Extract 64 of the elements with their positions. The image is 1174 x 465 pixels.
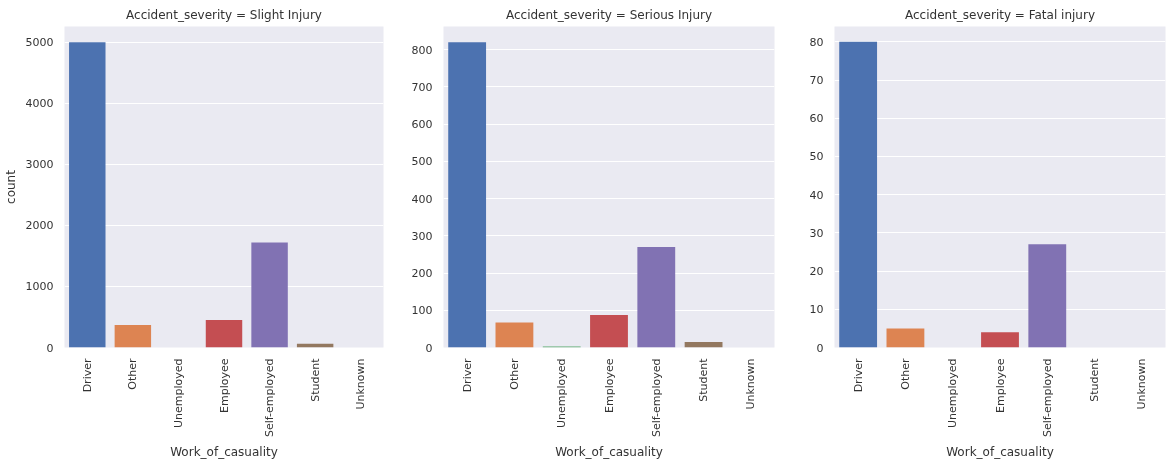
- x-tick-label: Self-employed: [649, 358, 663, 438]
- bar: [886, 328, 925, 348]
- y-tick-label: 50: [809, 150, 824, 164]
- x-tick-label: Student: [697, 357, 711, 402]
- y-tick-label: 40: [809, 188, 824, 202]
- y-tick-label: 0: [816, 341, 824, 355]
- x-tick-label: Employee: [217, 358, 231, 413]
- x-tick-label: Driver: [851, 358, 865, 393]
- x-tick-label: Unknown: [744, 358, 758, 410]
- bar: [981, 332, 1019, 348]
- y-tick-label: 300: [411, 229, 433, 243]
- bar: [495, 322, 534, 348]
- x-tick-label: Student: [1088, 357, 1102, 402]
- chart-title: Accident_severity = Slight Injury: [126, 7, 322, 22]
- x-axis-title: Work_of_casuality: [170, 445, 278, 460]
- y-tick-label: 1000: [25, 280, 54, 294]
- x-tick-label: Driver: [80, 358, 94, 393]
- chart-title: Accident_severity = Fatal injury: [905, 7, 1095, 22]
- x-axis-title: Work_of_casuality: [946, 445, 1054, 460]
- x-tick-label: Unknown: [1135, 358, 1149, 410]
- x-tick-label: Unemployed: [555, 358, 569, 429]
- bar: [839, 41, 878, 348]
- y-tick-label: 70: [809, 74, 824, 87]
- bar: [637, 246, 676, 348]
- bar: [1028, 244, 1067, 348]
- y-tick-label: 600: [411, 118, 433, 132]
- x-tick-label: Unemployed: [946, 358, 960, 429]
- x-tick-label: Student: [308, 357, 322, 402]
- x-tick-label: Self-employed: [1040, 358, 1054, 438]
- x-tick-label: Other: [507, 358, 521, 390]
- bar: [205, 320, 243, 348]
- x-axis-title: Work_of_casuality: [555, 445, 663, 460]
- y-tick-label: 0: [46, 341, 54, 355]
- y-tick-label: 0: [425, 341, 433, 355]
- bar: [69, 42, 106, 348]
- x-tick-label: Self-employed: [263, 358, 277, 438]
- y-tick-label: 700: [411, 80, 433, 94]
- y-tick-label: 3000: [25, 158, 54, 172]
- y-tick-label: 400: [411, 192, 433, 206]
- y-tick-label: 5000: [25, 36, 54, 50]
- x-tick-label: Employee: [993, 358, 1007, 413]
- bar: [590, 315, 628, 348]
- y-tick-label: 60: [809, 112, 824, 126]
- y-tick-label: 200: [411, 267, 433, 281]
- x-tick-label: Other: [126, 358, 140, 390]
- bar: [251, 242, 288, 348]
- x-tick-label: Unemployed: [171, 358, 185, 429]
- y-tick-label: 2000: [25, 219, 54, 233]
- x-tick-label: Other: [898, 358, 912, 390]
- x-tick-label: Employee: [602, 358, 616, 413]
- y-tick-label: 800: [411, 43, 433, 57]
- y-tick-label: 20: [809, 265, 824, 279]
- y-tick-label: 100: [411, 304, 433, 318]
- chart-title: Accident_severity = Serious Injury: [505, 7, 713, 22]
- y-axis-title: count: [3, 169, 18, 204]
- bar: [448, 42, 487, 348]
- y-tick-label: 10: [809, 303, 824, 317]
- y-tick-label: 4000: [25, 97, 54, 111]
- bar: [114, 324, 152, 348]
- x-tick-label: Unknown: [354, 358, 368, 410]
- y-tick-label: 80: [809, 35, 824, 49]
- x-tick-label: Driver: [460, 358, 474, 393]
- y-tick-label: 30: [809, 226, 824, 240]
- y-tick-label: 500: [411, 155, 433, 169]
